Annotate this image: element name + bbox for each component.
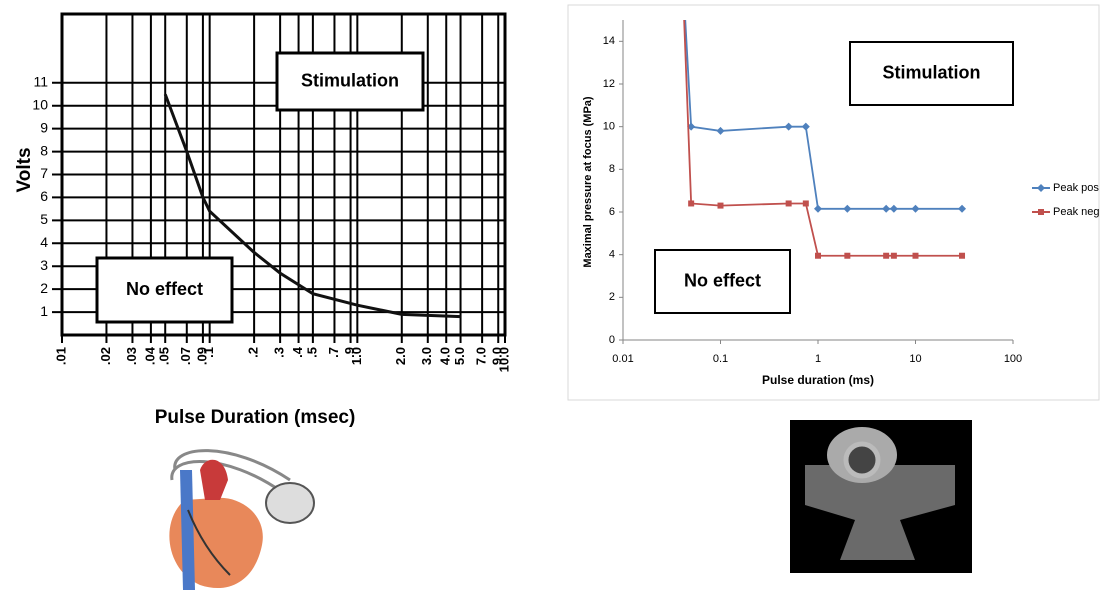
annotation-box xyxy=(275,51,425,112)
x-tick-label: .9 xyxy=(342,347,357,358)
x-tick-label: 0.01 xyxy=(612,353,633,365)
x-tick-label: .5 xyxy=(304,347,319,358)
y-tick-label: 8 xyxy=(609,163,615,175)
x-tick-label: .03 xyxy=(124,347,139,365)
x-tick-label: 7.0 xyxy=(474,347,489,365)
y-tick-label: 5 xyxy=(40,211,48,227)
x-tick-label: 3.0 xyxy=(419,347,434,365)
series-line xyxy=(163,93,461,319)
y-tick-label: 2 xyxy=(609,291,615,303)
y-tick-label: 2 xyxy=(40,280,48,296)
y-tick-label: 7 xyxy=(40,165,48,181)
annotation: No effect xyxy=(126,279,203,299)
marker xyxy=(889,204,898,213)
marker xyxy=(843,204,852,213)
legend-label: Peak neg xyxy=(1053,206,1099,218)
y-tick-label: 10 xyxy=(32,96,48,112)
y-tick-label: 0 xyxy=(609,334,615,346)
y-tick-label: 4 xyxy=(609,249,615,261)
pacemaker-illustration xyxy=(169,449,315,590)
marker xyxy=(959,252,966,259)
x-tick-label: 100 xyxy=(1004,353,1022,365)
mri-image xyxy=(790,420,972,573)
y-tick-label: 11 xyxy=(33,73,48,89)
legend-marker xyxy=(1037,184,1045,192)
y-tick-label: 8 xyxy=(40,142,48,158)
marker xyxy=(785,200,792,207)
y-tick-label: 10 xyxy=(603,121,615,133)
marker xyxy=(687,122,696,131)
y-tick-label: 3 xyxy=(40,257,48,273)
x-tick-label: .1 xyxy=(201,347,216,358)
x-tick-label: .02 xyxy=(98,347,113,365)
annotation-box xyxy=(654,249,791,314)
annotation-box xyxy=(95,256,234,324)
x-tick-label: .2 xyxy=(246,347,261,358)
marker xyxy=(688,200,695,207)
x-tick-label: .04 xyxy=(142,346,157,365)
marker xyxy=(802,200,809,207)
marker xyxy=(844,252,851,259)
x-tick-label: .07 xyxy=(178,347,193,365)
legend-label: Peak pos xyxy=(1053,182,1099,194)
marker xyxy=(716,126,725,135)
marker xyxy=(814,204,822,213)
legend-marker xyxy=(1038,209,1044,215)
marker xyxy=(890,252,897,259)
x-tick-label: .4 xyxy=(290,346,305,358)
annotation-box xyxy=(849,41,1014,106)
annotation: Stimulation xyxy=(301,70,399,90)
y-tick-label: 12 xyxy=(603,78,615,90)
x-tick-label: 10.0 xyxy=(496,347,511,372)
marker xyxy=(882,204,891,213)
marker xyxy=(912,252,919,259)
x-tick-label: 1 xyxy=(815,353,821,365)
x-axis-label: Pulse duration (ms) xyxy=(762,373,874,387)
marker xyxy=(801,122,810,131)
plot-lines xyxy=(163,93,461,319)
y-tick-label: 9 xyxy=(40,119,48,135)
y-tick-label: 1 xyxy=(40,303,48,319)
x-tick-label: .05 xyxy=(157,347,172,365)
marker xyxy=(717,202,724,209)
annotation: No effect xyxy=(684,270,761,290)
x-tick-label: 10 xyxy=(909,353,921,365)
x-tick-label: .7 xyxy=(326,347,341,358)
marker xyxy=(958,204,967,213)
plot-lines xyxy=(683,20,967,259)
y-tick-label: 4 xyxy=(40,234,48,250)
y-axis-label: Volts xyxy=(14,147,35,192)
x-tick-label: .09 xyxy=(194,347,209,365)
x-tick-label: .01 xyxy=(53,347,68,365)
y-axis-label: Maximal pressure at focus (MPa) xyxy=(582,96,594,268)
x-tick-label: 1.0 xyxy=(349,347,364,365)
right-chart-frame xyxy=(567,4,1100,401)
x-tick-label: 2.0 xyxy=(393,347,408,365)
annotation: Stimulation xyxy=(883,62,981,82)
marker xyxy=(911,204,920,213)
x-axis-label: Pulse Duration (msec) xyxy=(155,407,356,428)
marker xyxy=(883,252,890,259)
y-tick-label: 6 xyxy=(40,188,48,204)
x-tick-label: 9.0 xyxy=(490,347,505,365)
y-tick-label: 6 xyxy=(609,206,615,218)
x-tick-label: 4.0 xyxy=(438,347,453,365)
x-tick-label: .3 xyxy=(272,347,287,358)
y-tick-label: 14 xyxy=(603,35,615,47)
x-tick-label: 0.1 xyxy=(713,353,728,365)
marker xyxy=(815,252,821,259)
marker xyxy=(784,122,793,131)
x-tick-label: 5.0 xyxy=(452,347,467,365)
